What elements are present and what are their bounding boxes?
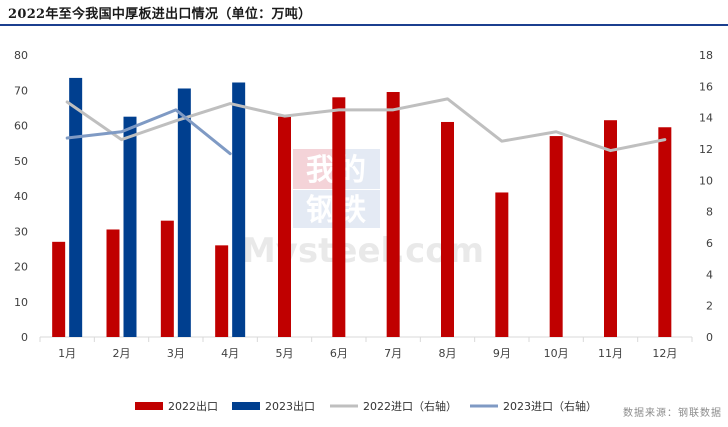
watermark-red-block xyxy=(293,149,336,189)
right-y-tick-label: 12 xyxy=(699,143,713,156)
bar-2023出口 xyxy=(123,116,137,337)
data-source-note: 数据来源：钢联数据 xyxy=(623,408,722,419)
right-y-tick-label: 0 xyxy=(706,331,713,344)
bar-2022出口 xyxy=(441,121,454,337)
left-y-tick-label: 20 xyxy=(14,261,28,274)
bar-2022出口 xyxy=(52,241,66,337)
x-tick-label: 6月 xyxy=(330,347,348,360)
left-y-tick-label: 30 xyxy=(14,225,28,238)
bar-2022出口 xyxy=(549,136,563,337)
legend-swatch xyxy=(135,402,163,410)
bar-2022出口 xyxy=(106,229,120,337)
bar-2023出口 xyxy=(177,88,191,337)
left-y-tick-label: 60 xyxy=(14,120,28,133)
right-y-tick-label: 8 xyxy=(706,206,713,219)
x-tick-label: 3月 xyxy=(167,347,185,360)
right-y-tick-label: 6 xyxy=(706,237,713,250)
bar-2023出口 xyxy=(232,82,246,338)
bar-2022出口 xyxy=(278,116,291,337)
right-y-tick-label: 16 xyxy=(699,80,713,93)
x-tick-label: 5月 xyxy=(276,347,294,360)
right-y-tick-label: 4 xyxy=(706,268,713,281)
legend-label: 2023出口 xyxy=(265,399,315,413)
legend-label: 2023进口（右轴） xyxy=(503,399,597,413)
right-y-tick-label: 2 xyxy=(706,300,713,313)
bar-2022出口 xyxy=(215,245,229,337)
legend-swatch xyxy=(232,402,260,410)
chart-title: 2022年至今我国中厚板进出口情况（单位：万吨） xyxy=(8,7,312,22)
x-tick-label: 2月 xyxy=(113,347,131,360)
bar-2022出口 xyxy=(332,97,346,337)
right-y-tick-label: 10 xyxy=(699,174,713,187)
x-tick-label: 4月 xyxy=(221,347,239,360)
x-tick-label: 9月 xyxy=(493,347,511,360)
x-tick-label: 10月 xyxy=(544,347,569,360)
bar-2022出口 xyxy=(495,192,509,337)
right-y-tick-label: 14 xyxy=(699,112,713,125)
title-divider xyxy=(0,24,728,26)
left-y-tick-label: 0 xyxy=(21,331,28,344)
legend-label: 2022出口 xyxy=(168,399,218,413)
left-y-tick-label: 40 xyxy=(14,190,28,203)
x-tick-label: 8月 xyxy=(439,347,457,360)
left-y-tick-label: 50 xyxy=(14,155,28,168)
bar-2022出口 xyxy=(386,92,400,337)
bar-2022出口 xyxy=(160,220,174,337)
left-y-tick-label: 70 xyxy=(14,84,28,97)
x-tick-label: 7月 xyxy=(384,347,402,360)
x-tick-label: 1月 xyxy=(58,347,76,360)
line-2022进口（右轴） xyxy=(65,97,667,153)
bar-2022出口 xyxy=(604,120,617,338)
bar-2023出口 xyxy=(69,77,83,337)
x-tick-label: 11月 xyxy=(598,347,623,360)
legend-label: 2022进口（右轴） xyxy=(363,399,457,413)
left-y-tick-label: 10 xyxy=(14,296,28,309)
line-2023进口（右轴） xyxy=(65,108,232,156)
right-y-tick-label: 18 xyxy=(699,49,713,62)
bar-2022出口 xyxy=(658,127,672,337)
x-tick-label: 12月 xyxy=(652,347,677,360)
left-y-tick-label: 80 xyxy=(14,49,28,62)
